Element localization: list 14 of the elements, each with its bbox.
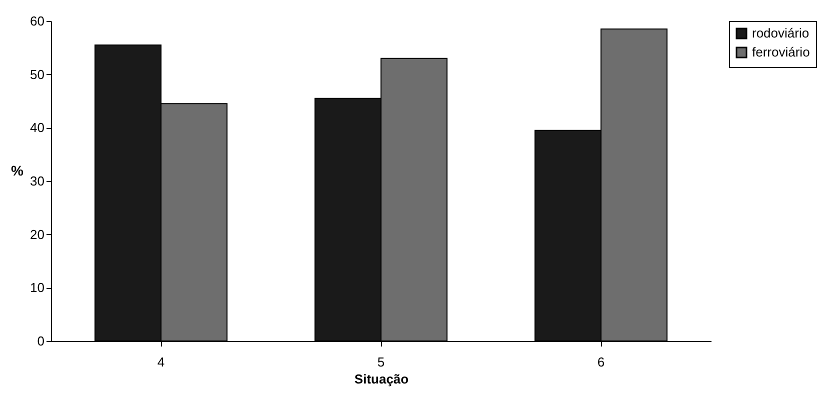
- x-tick-label: 5: [377, 354, 385, 370]
- y-tick-label: 20: [30, 226, 44, 242]
- legend-label: rodoviário: [752, 26, 810, 40]
- y-tick-label: 30: [30, 174, 44, 188]
- y-tick-label: 60: [30, 14, 44, 28]
- x-axis-title: Situação: [354, 372, 409, 386]
- y-tick-label: 0: [37, 334, 44, 348]
- x-tick-label: 4: [157, 354, 165, 370]
- y-axis-title: %: [11, 162, 24, 178]
- y-tick-label: 40: [30, 120, 44, 136]
- y-tick-label: 50: [30, 66, 44, 82]
- y-tick-label: 10: [30, 280, 44, 296]
- legend-label: ferroviário: [752, 44, 810, 60]
- x-tick-label: 6: [597, 354, 605, 370]
